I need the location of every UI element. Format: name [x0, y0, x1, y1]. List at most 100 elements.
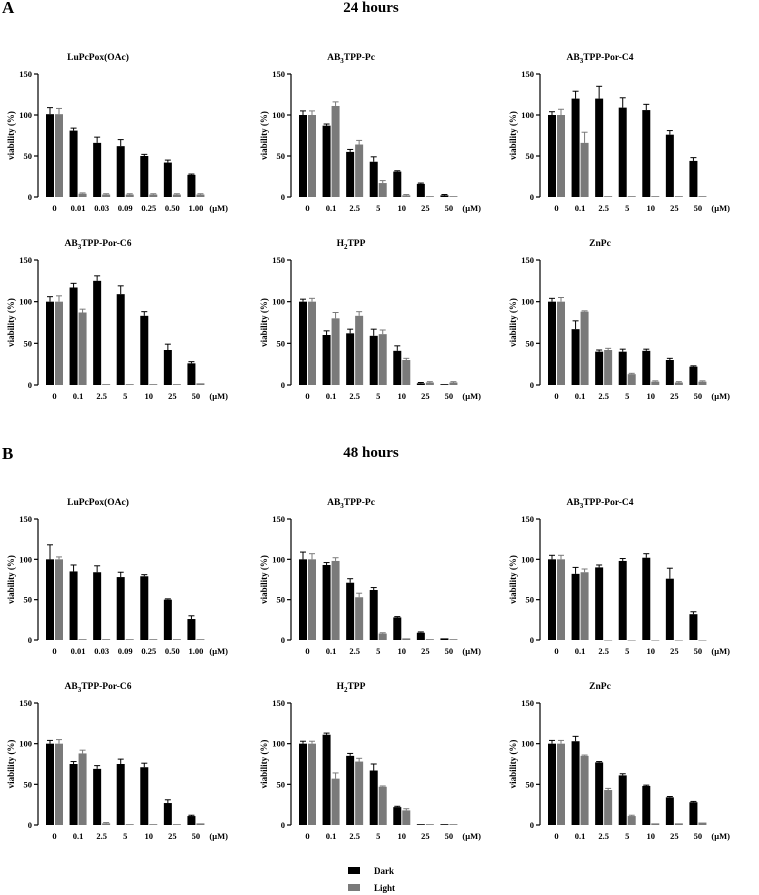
- x-tick-label: 5: [123, 831, 127, 841]
- bar-light-0-25: [149, 194, 158, 197]
- bar-light-25: [425, 639, 434, 640]
- x-tick-label: 10: [647, 203, 656, 213]
- bar-dark-0-1: [571, 329, 580, 385]
- x-tick-label: 0.03: [94, 646, 109, 656]
- bar-dark-0-1: [69, 764, 78, 825]
- bar-dark-10: [393, 350, 402, 385]
- bar-light-10: [651, 823, 660, 825]
- bar-dark-0-1: [322, 564, 331, 640]
- bar-light-5: [627, 374, 636, 385]
- bar-light-0-1: [331, 560, 340, 640]
- x-unit-label: (μM): [209, 646, 228, 656]
- x-unit-label: (μM): [209, 831, 228, 841]
- bar-dark-2-5: [346, 582, 355, 640]
- bar-dark-5: [369, 335, 378, 385]
- y-tick-label: 100: [521, 297, 534, 307]
- bar-light-5: [627, 640, 636, 641]
- y-tick-label: 100: [521, 554, 534, 564]
- y-tick-label: 50: [24, 338, 33, 348]
- legend-swatch-light: [348, 884, 360, 891]
- bar-light-0-1: [331, 318, 340, 385]
- x-tick-label: 2.5: [598, 391, 609, 401]
- x-tick-label: 5: [625, 831, 629, 841]
- y-tick-label: 50: [526, 595, 535, 605]
- bar-dark-0-1: [571, 573, 580, 640]
- bar-light-50: [698, 640, 707, 641]
- y-tick-label: 50: [24, 595, 33, 605]
- bar-light-0-1: [580, 311, 589, 385]
- bar-light-0: [557, 559, 565, 640]
- bar-dark-2-5: [595, 762, 604, 825]
- x-tick-label: 2.5: [598, 831, 609, 841]
- y-tick-label: 0: [281, 192, 285, 202]
- y-tick-label: 0: [530, 635, 534, 645]
- x-tick-label: 0: [52, 831, 56, 841]
- bar-dark-25: [416, 383, 425, 385]
- bar-dark-5: [369, 770, 378, 825]
- bar-dark-0: [299, 559, 307, 640]
- x-tick-label: 5: [123, 391, 127, 401]
- bar-light-0: [308, 301, 316, 385]
- y-tick-label: 50: [277, 779, 286, 789]
- bar-dark-10: [393, 617, 402, 640]
- x-tick-label: 5: [625, 646, 629, 656]
- bar-dark-0-09: [116, 577, 125, 640]
- bar-dark-0: [299, 301, 307, 385]
- x-tick-label: 0.50: [165, 203, 180, 213]
- x-tick-label: 50: [445, 203, 454, 213]
- x-tick-label: 25: [421, 646, 430, 656]
- x-tick-label: 0.1: [575, 831, 586, 841]
- bar-light-0-01: [78, 193, 87, 197]
- bar-dark-5: [618, 560, 627, 640]
- x-unit-label: (μM): [711, 831, 730, 841]
- bar-light-0-1: [580, 755, 589, 825]
- bar-dark-2-5: [595, 567, 604, 640]
- bar-light-0-01: [78, 639, 87, 640]
- y-tick-label: 50: [277, 338, 286, 348]
- y-axis-label: viability (%): [259, 555, 269, 604]
- x-unit-label: (μM): [462, 391, 481, 401]
- bar-light-5: [627, 816, 636, 825]
- x-tick-label: 1.00: [188, 203, 203, 213]
- x-tick-label: 2.5: [598, 646, 609, 656]
- bar-light-2-5: [102, 823, 111, 825]
- x-tick-label: 0: [305, 203, 309, 213]
- bar-light-0-09: [125, 639, 134, 640]
- bar-light-0: [557, 115, 565, 197]
- chart-title-b-ab3tpp-pc: AB3TPP-Pc: [327, 498, 375, 510]
- x-tick-label: 0: [305, 831, 309, 841]
- x-tick-label: 25: [421, 391, 430, 401]
- chart-b-znpc: ZnPc 0 50 100 150 viability (%) 0 0.1 2.5 5 10 25 50…: [508, 682, 730, 841]
- bar-dark-0-01: [69, 130, 78, 197]
- y-axis-label: viability (%): [508, 740, 518, 789]
- bar-light-0-1: [580, 572, 589, 640]
- y-tick-label: 50: [24, 779, 33, 789]
- chart-b-ab3tpp-por-c4: AB3TPP-Por-C4 0 50 100 150 viability (%) 0 0.1 2…: [508, 498, 730, 656]
- x-tick-label: 25: [421, 203, 430, 213]
- bar-light-10: [402, 195, 411, 197]
- bar-light-50: [449, 196, 458, 197]
- y-axis-label: viability (%): [508, 111, 518, 160]
- bar-dark-50: [187, 816, 196, 825]
- bar-dark-50: [689, 614, 698, 640]
- x-tick-label: 10: [647, 391, 656, 401]
- bar-dark-0-25: [140, 156, 149, 197]
- bar-dark-2-5: [346, 151, 355, 197]
- x-tick-label: 10: [398, 646, 407, 656]
- bar-dark-10: [642, 557, 651, 640]
- y-axis-label: viability (%): [6, 111, 16, 160]
- bar-dark-0-03: [93, 142, 102, 197]
- bar-light-2-5: [102, 384, 111, 385]
- bar-light-50: [196, 823, 205, 825]
- y-tick-label: 100: [19, 297, 32, 307]
- bar-dark-0-50: [163, 599, 172, 640]
- x-tick-label: 0: [305, 646, 309, 656]
- bar-dark-25: [665, 360, 674, 385]
- y-tick-label: 0: [28, 380, 32, 390]
- bar-dark-0: [46, 114, 54, 197]
- y-tick-label: 100: [272, 297, 285, 307]
- x-tick-label: 1.00: [188, 646, 203, 656]
- y-tick-label: 0: [281, 820, 285, 830]
- bar-light-0-1: [78, 753, 87, 825]
- x-tick-label: 10: [145, 831, 154, 841]
